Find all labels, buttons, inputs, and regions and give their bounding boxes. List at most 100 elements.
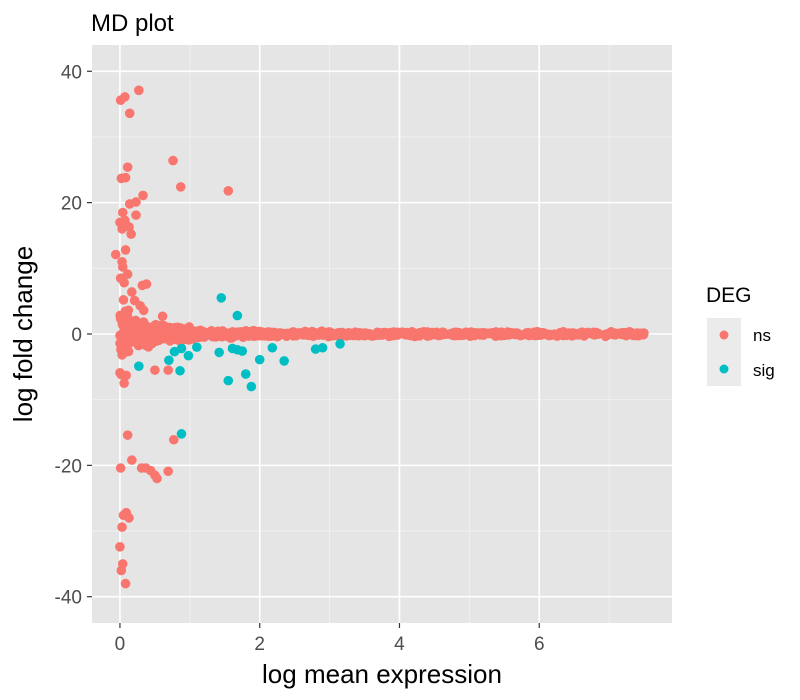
point-ns (120, 578, 131, 589)
point-sig (134, 361, 144, 371)
point-ns (115, 463, 126, 473)
point-ns (124, 222, 134, 232)
point-ns (175, 182, 186, 192)
legend-label-ns: ns (753, 326, 771, 345)
y-tick-label: 40 (61, 62, 82, 83)
point-sig (240, 369, 251, 379)
point-ns (274, 330, 284, 341)
point-ns (123, 305, 134, 316)
point-ns (120, 345, 130, 356)
point-ns (373, 329, 384, 340)
point-ns (120, 92, 130, 102)
legend-label-sig: sig (753, 361, 775, 380)
point-sig (267, 342, 278, 353)
point-ns (120, 172, 131, 183)
point-ns (422, 331, 433, 341)
point-sig (183, 350, 194, 361)
point-ns (198, 328, 209, 339)
point-ns (233, 329, 243, 340)
point-ns (110, 249, 121, 260)
point-ns (223, 186, 234, 196)
y-tick-label: 0 (71, 325, 82, 346)
point-sig (254, 354, 265, 365)
point-ns (435, 330, 445, 340)
point-ns (637, 329, 648, 340)
point-ns (134, 85, 144, 96)
point-ns (316, 329, 327, 340)
point-ns (467, 327, 478, 338)
point-ns (161, 331, 172, 342)
point-ns (122, 430, 133, 440)
point-ns (122, 269, 133, 280)
point-ns (544, 330, 555, 340)
point-ns (511, 328, 521, 338)
x-tick-label: 6 (534, 634, 545, 655)
point-ns (206, 329, 217, 339)
y-tick-label: -40 (55, 588, 82, 609)
point-ns (119, 378, 129, 389)
point-ns (568, 330, 579, 341)
point-ns (127, 455, 137, 465)
point-ns (152, 473, 162, 484)
point-ns (116, 369, 127, 380)
point-ns (124, 513, 134, 523)
point-ns (118, 295, 129, 305)
point-ns (487, 329, 498, 339)
point-ns (117, 207, 128, 218)
point-sig (175, 365, 185, 376)
point-sig (246, 381, 257, 392)
point-ns (138, 190, 148, 201)
point-ns (124, 199, 135, 209)
point-ns (242, 326, 252, 337)
point-sig (335, 339, 345, 349)
point-ns (129, 317, 139, 327)
legend-title: DEG (706, 284, 752, 307)
point-ns (163, 466, 173, 477)
point-sig (279, 356, 289, 366)
point-ns (219, 328, 229, 338)
y-tick-label: 20 (61, 194, 82, 215)
point-sig (214, 347, 224, 358)
x-axis-title: log mean expression (262, 659, 502, 689)
point-ns (122, 313, 132, 324)
x-tick-label: 0 (115, 634, 126, 655)
point-ns (396, 328, 406, 338)
point-sig (164, 355, 174, 366)
point-ns (168, 155, 178, 166)
x-tick-label: 2 (254, 634, 265, 655)
point-ns (600, 329, 611, 340)
legend-item-sig: sig (707, 352, 775, 386)
point-ns (454, 328, 465, 339)
point-ns (117, 522, 127, 532)
point-ns (388, 328, 399, 339)
point-ns (133, 333, 144, 344)
point-ns (163, 365, 173, 375)
point-ns (116, 565, 127, 576)
point-ns (343, 328, 353, 339)
point-ns (124, 108, 135, 119)
point-ns (558, 326, 569, 337)
y-axis-title: log fold change (8, 246, 38, 422)
point-sig (176, 429, 187, 439)
x-axis-ticks: 0 2 4 6 (115, 623, 545, 655)
point-ns (138, 305, 149, 316)
point-ns (157, 311, 168, 322)
chart-title: MD plot (91, 10, 174, 37)
x-tick-label: 4 (394, 634, 405, 655)
point-ns (353, 330, 364, 341)
point-ns (173, 322, 183, 333)
point-sig (223, 375, 234, 386)
point-ns (405, 328, 415, 338)
point-sig (216, 293, 227, 303)
y-axis-ticks: -40 -20 0 20 40 (55, 62, 92, 609)
point-ns (149, 329, 159, 340)
point-ns (119, 277, 129, 288)
point-sig (232, 310, 243, 321)
point-ns (139, 321, 150, 332)
legend-item-ns: ns (707, 318, 771, 352)
point-sig (176, 343, 187, 354)
point-sig (237, 346, 248, 356)
point-ns (577, 328, 587, 338)
y-tick-label: -20 (55, 456, 82, 477)
